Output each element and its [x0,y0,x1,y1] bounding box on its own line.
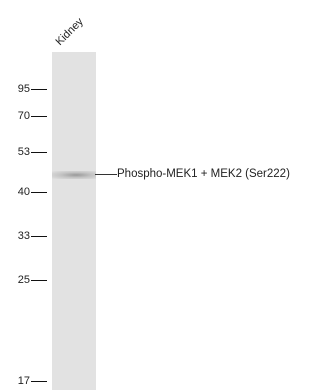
lane-label: Kidney [53,15,86,49]
marker-tick-17 [31,381,47,383]
gel-lane [52,52,96,390]
marker-label-25: 25 [17,274,30,286]
marker-tick-33 [31,236,47,238]
protein-band [52,171,96,179]
marker-tick-53 [31,152,47,154]
marker-label-40: 40 [17,186,30,198]
band-label: Phospho-MEK1 + MEK2 (Ser222) [117,168,290,180]
marker-label-95: 95 [17,83,30,95]
marker-label-53: 53 [17,146,30,158]
marker-label-70: 70 [17,110,30,122]
marker-tick-25 [31,280,47,282]
marker-tick-40 [31,192,47,194]
marker-tick-95 [31,89,47,91]
band-pointer-line [95,174,117,175]
marker-label-17: 17 [17,375,30,387]
marker-label-33: 33 [17,230,30,242]
marker-tick-70 [31,116,47,118]
